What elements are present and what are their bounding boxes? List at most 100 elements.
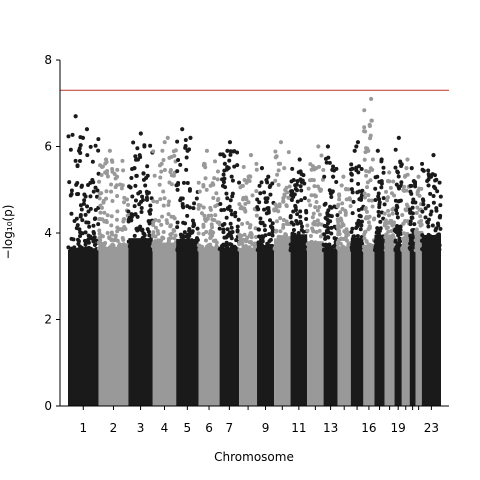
- snp-top-point: [331, 174, 336, 179]
- snp-point: [214, 240, 219, 245]
- snp-point: [224, 235, 229, 240]
- snp-point: [351, 199, 356, 204]
- snp-point: [233, 214, 238, 219]
- snp-point: [204, 229, 209, 234]
- snp-point: [417, 230, 422, 235]
- snp-point: [229, 208, 233, 213]
- snp-point: [358, 222, 363, 227]
- x-tick-label: 1: [79, 421, 87, 435]
- snp-point: [366, 227, 371, 232]
- snp-point: [235, 163, 240, 168]
- chromosome-6-dense-band: [198, 250, 220, 406]
- snp-point: [129, 175, 134, 180]
- chromosome-19-dense-band: [394, 245, 402, 406]
- snp-point: [156, 238, 161, 243]
- chromosome-15-dense-band: [350, 237, 364, 406]
- snp-point: [413, 200, 418, 205]
- snp-point: [96, 240, 101, 245]
- snp-point: [198, 248, 203, 253]
- snp-point: [350, 166, 355, 171]
- snp-point: [71, 248, 76, 253]
- snp-point: [394, 248, 399, 253]
- snp-top-point: [225, 148, 230, 153]
- snp-point: [244, 180, 249, 185]
- chromosome-9-dense-band: [257, 244, 275, 406]
- snp-point: [305, 228, 310, 233]
- snp-point: [300, 240, 305, 245]
- snp-point: [350, 190, 355, 195]
- chromosome-12-dense-band: [307, 241, 324, 406]
- snp-point: [286, 150, 291, 155]
- snp-point: [88, 194, 93, 199]
- snp-point: [237, 180, 242, 185]
- snp-point: [379, 248, 384, 253]
- snp-point: [299, 224, 304, 229]
- snp-top-point: [246, 174, 251, 179]
- snp-point: [78, 214, 83, 219]
- snp-point: [224, 215, 229, 220]
- x-tick-label: 2: [110, 421, 118, 435]
- snp-point: [363, 129, 368, 134]
- snp-point: [105, 231, 110, 236]
- snp-point: [139, 210, 144, 215]
- snp-point: [240, 222, 245, 227]
- snp-point: [362, 236, 367, 241]
- snp-point: [169, 155, 174, 160]
- snp-point: [157, 182, 162, 187]
- snp-point: [151, 149, 156, 154]
- snp-point: [299, 172, 304, 177]
- x-tick-label: 6: [205, 421, 213, 435]
- y-axis-label: −log₁₀(p): [1, 205, 15, 260]
- snp-point: [358, 227, 363, 232]
- snp-point: [161, 158, 166, 163]
- chromosome-18-dense-band: [384, 234, 395, 406]
- snp-point: [144, 195, 149, 200]
- snp-point: [325, 230, 330, 235]
- snp-point: [401, 221, 406, 226]
- snp-point: [113, 185, 118, 190]
- snp-point: [438, 226, 443, 231]
- snp-top-point: [132, 166, 137, 171]
- snp-point: [241, 197, 246, 202]
- snp-top-point: [297, 157, 302, 162]
- snp-point: [166, 212, 171, 217]
- snp-point: [229, 236, 234, 241]
- snp-point: [367, 248, 372, 253]
- snp-point: [168, 232, 173, 237]
- snp-point: [293, 186, 298, 191]
- snp-point: [434, 208, 439, 213]
- snp-top-point: [278, 140, 284, 145]
- snp-point: [404, 202, 409, 207]
- snp-point: [294, 245, 299, 250]
- snp-top-point: [202, 161, 207, 166]
- snp-point: [337, 192, 342, 197]
- snp-point: [161, 203, 166, 208]
- snp-point: [156, 218, 161, 223]
- snp-point: [101, 244, 106, 249]
- snp-point: [381, 170, 386, 175]
- snp-point: [231, 247, 236, 252]
- snp-point: [133, 154, 138, 159]
- snp-point: [397, 236, 402, 241]
- snp-point: [218, 201, 223, 206]
- snp-point: [115, 209, 120, 214]
- snp-point: [175, 139, 180, 144]
- snp-top-point: [248, 153, 254, 158]
- snp-point: [276, 182, 281, 187]
- snp-point: [426, 224, 431, 229]
- snp-point: [172, 228, 177, 233]
- chromosome-17-dense-band: [374, 234, 385, 406]
- snp-point: [295, 199, 300, 204]
- snp-top-point: [259, 166, 265, 171]
- snp-top-point: [352, 148, 357, 153]
- snp-point: [420, 161, 425, 166]
- snp-point: [244, 197, 249, 202]
- snp-point: [426, 177, 431, 182]
- snp-point: [393, 165, 398, 170]
- snp-point: [168, 224, 173, 229]
- snp-point: [338, 241, 343, 246]
- snp-point: [408, 233, 413, 238]
- snp-point: [234, 247, 239, 252]
- snp-point: [104, 218, 109, 223]
- snp-point: [320, 177, 325, 182]
